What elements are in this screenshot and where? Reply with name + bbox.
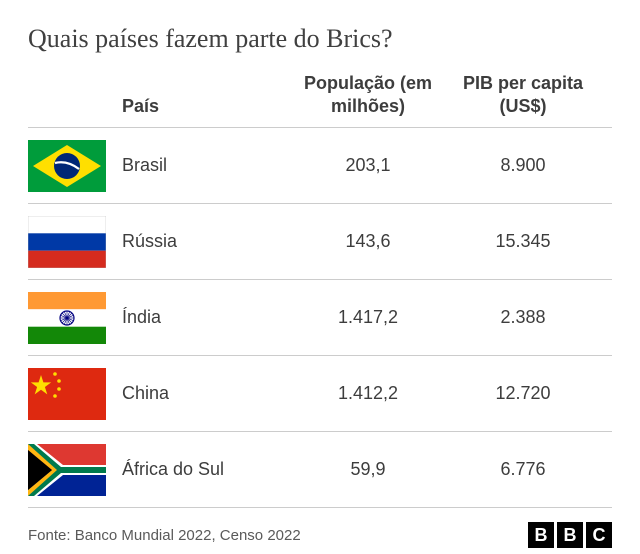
gdp-value: 12.720 <box>448 383 598 404</box>
gdp-value: 15.345 <box>448 231 598 252</box>
population-value: 59,9 <box>288 459 448 480</box>
header-gdp: PIB per capita (US$) <box>448 72 598 117</box>
bbc-logo-box: B <box>528 522 554 548</box>
population-value: 1.412,2 <box>288 383 448 404</box>
country-name: África do Sul <box>118 459 288 480</box>
china-flag-icon <box>28 368 106 420</box>
gdp-value: 2.388 <box>448 307 598 328</box>
population-value: 1.417,2 <box>288 307 448 328</box>
brics-table: País População (em milhões) PIB per capi… <box>28 72 612 508</box>
gdp-value: 6.776 <box>448 459 598 480</box>
gdp-value: 8.900 <box>448 155 598 176</box>
country-name: Brasil <box>118 155 288 176</box>
country-name: China <box>118 383 288 404</box>
table-row: Rússia 143,6 15.345 <box>28 204 612 280</box>
india-flag-icon <box>28 292 106 344</box>
brazil-flag-icon <box>28 140 106 192</box>
chart-title: Quais países fazem parte do Brics? <box>28 24 612 54</box>
table-row: Brasil 203,1 8.900 <box>28 128 612 204</box>
flag-cell <box>28 444 118 496</box>
bbc-logo-box: B <box>557 522 583 548</box>
flag-cell <box>28 140 118 192</box>
country-name: Índia <box>118 307 288 328</box>
table-row: China 1.412,2 12.720 <box>28 356 612 432</box>
header-population: População (em milhões) <box>288 72 448 117</box>
bbc-logo: B B C <box>528 522 612 548</box>
chart-footer: Fonte: Banco Mundial 2022, Censo 2022 B … <box>28 522 612 548</box>
flag-cell <box>28 292 118 344</box>
russia-flag-icon <box>28 216 106 268</box>
population-value: 143,6 <box>288 231 448 252</box>
population-value: 203,1 <box>288 155 448 176</box>
source-text: Fonte: Banco Mundial 2022, Censo 2022 <box>28 527 301 544</box>
south-africa-flag-icon <box>28 444 106 496</box>
flag-cell <box>28 368 118 420</box>
bbc-logo-box: C <box>586 522 612 548</box>
flag-cell <box>28 216 118 268</box>
table-row: Índia 1.417,2 2.388 <box>28 280 612 356</box>
country-name: Rússia <box>118 231 288 252</box>
table-header: País População (em milhões) PIB per capi… <box>28 72 612 128</box>
header-country: País <box>118 96 288 117</box>
table-row: África do Sul 59,9 6.776 <box>28 432 612 508</box>
